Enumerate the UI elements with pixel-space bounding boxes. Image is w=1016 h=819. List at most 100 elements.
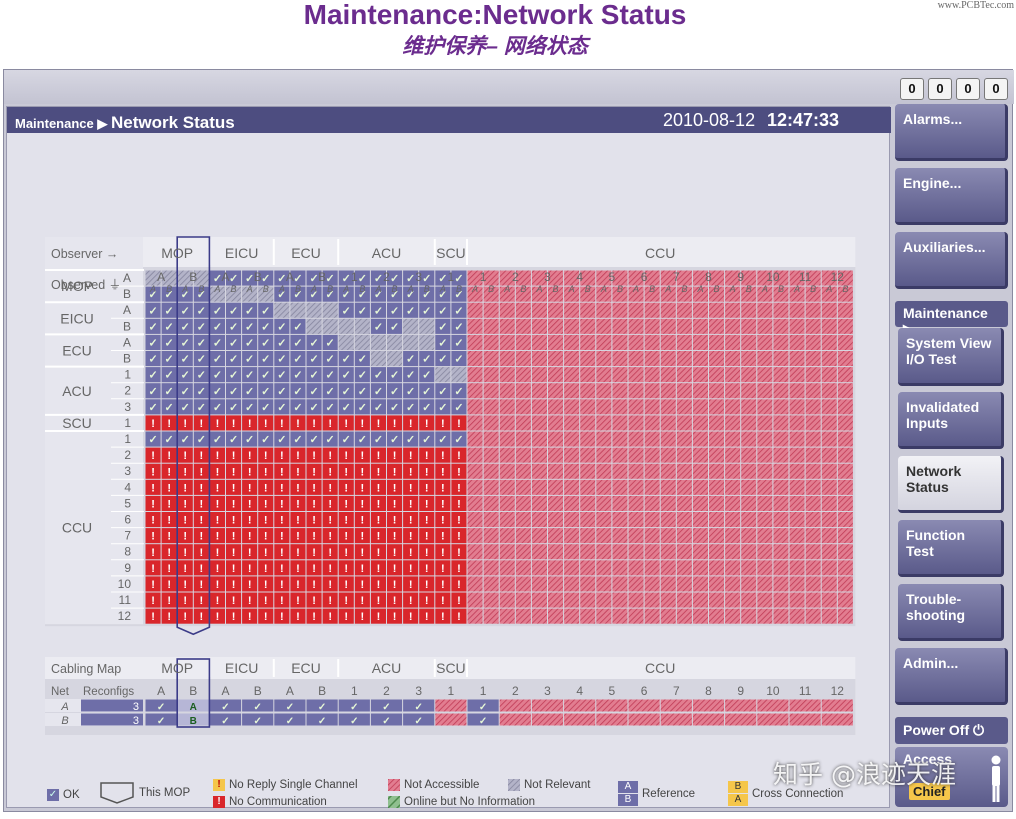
matrix-cell [226, 576, 242, 592]
matrix-cell-glyph: ! [425, 499, 429, 511]
matrix-cell [258, 479, 274, 495]
legend-not-accessible-label: Not Accessible [404, 779, 480, 791]
matrix-cell [596, 495, 612, 511]
matrix-cell [306, 608, 322, 624]
cabling-cell [789, 713, 821, 726]
matrix-cell [628, 528, 644, 544]
column-unit-label: A [157, 270, 165, 284]
matrix-cell [258, 495, 274, 511]
column-channel-label: A [342, 284, 349, 294]
system-view-io-test-button[interactable]: System View I/O Test [898, 328, 1004, 386]
cabling-cell [338, 699, 370, 712]
matrix-cell [387, 608, 403, 624]
matrix-cell [177, 512, 193, 528]
matrix-cell [789, 318, 805, 334]
matrix-cell [531, 399, 547, 415]
troubleshooting-button[interactable]: Trouble-shooting [898, 584, 1004, 641]
matrix-cell [467, 608, 483, 624]
cabling-reconfigs-label: Reconfigs [83, 686, 134, 698]
matrix-cell-glyph: ! [328, 450, 332, 462]
matrix-cell-glyph: ✓ [309, 434, 318, 446]
column-unit-label: 3 [415, 270, 422, 284]
matrix-cell [419, 399, 435, 415]
matrix-cell [193, 479, 209, 495]
matrix-cell [193, 302, 209, 318]
matrix-cell [209, 463, 225, 479]
power-off-button[interactable]: Power Off ⏻ [895, 717, 1008, 744]
matrix-cell [692, 544, 708, 560]
engine-button[interactable]: Engine... [895, 168, 1008, 225]
matrix-cell [531, 544, 547, 560]
matrix-cell [306, 302, 322, 318]
matrix-cell [483, 334, 499, 350]
matrix-cell [338, 286, 354, 302]
matrix-cell [290, 302, 306, 318]
matrix-cell [306, 560, 322, 576]
matrix-cell-glyph: ! [296, 595, 300, 607]
matrix-cell-glyph: ! [232, 563, 236, 575]
matrix-cell [515, 270, 531, 286]
matrix-cell [258, 286, 274, 302]
matrix-cell-glyph: ✓ [342, 354, 351, 366]
admin-button[interactable]: Admin... [895, 648, 1008, 705]
matrix-cell [258, 351, 274, 367]
matrix-cell [757, 286, 773, 302]
breadcrumb-parent[interactable]: Maintenance [15, 116, 94, 131]
matrix-cell [483, 318, 499, 334]
function-test-button[interactable]: Function Test [898, 520, 1004, 577]
matrix-cell [177, 495, 193, 511]
maintenance-button[interactable]: Maintenance ▶ [895, 301, 1008, 337]
matrix-cell-glyph: ! [216, 499, 220, 511]
invalidated-inputs-button[interactable]: Invalidated Inputs [898, 392, 1004, 449]
matrix-cell [354, 528, 370, 544]
matrix-cell [548, 431, 564, 447]
matrix-cell [709, 334, 725, 350]
matrix-cell-glyph: ! [457, 531, 461, 543]
row-unit-label: 1 [124, 368, 131, 382]
matrix-cell [258, 512, 274, 528]
matrix-cell-glyph: ✓ [406, 386, 415, 398]
matrix-cell [338, 544, 354, 560]
matrix-cell [821, 560, 837, 576]
matrix-cell [499, 383, 515, 399]
alarms-button[interactable]: Alarms... [895, 104, 1008, 161]
matrix-cell-glyph: ! [248, 547, 252, 559]
matrix-cell [725, 544, 741, 560]
matrix-cell [548, 270, 564, 286]
matrix-cell [789, 608, 805, 624]
matrix-cell-glyph: ✓ [309, 402, 318, 414]
row-unit-label: 11 [119, 593, 132, 607]
matrix-cell [692, 608, 708, 624]
matrix-cell [660, 447, 676, 463]
matrix-cell-glyph: ✓ [229, 402, 238, 414]
matrix-cell [805, 399, 821, 415]
matrix-cell [644, 383, 660, 399]
matrix-cell-glyph: ✓ [406, 434, 415, 446]
matrix-cell [354, 608, 370, 624]
matrix-cell [322, 479, 338, 495]
network-status-button[interactable]: Network Status [898, 456, 1004, 513]
matrix-cell [676, 463, 692, 479]
matrix-cell [660, 608, 676, 624]
access-button[interactable]: Access Chief [895, 747, 1008, 807]
matrix-cell [725, 286, 741, 302]
matrix-cell [435, 528, 451, 544]
auxiliaries-button[interactable]: Auxiliaries... [895, 232, 1008, 289]
matrix-cell-glyph: ✓ [261, 354, 270, 366]
cabling-reconfigs-value: 3 [133, 715, 139, 727]
row-unit-label: 1 [124, 432, 131, 446]
matrix-cell [193, 399, 209, 415]
matrix-cell-glyph: ✓ [148, 321, 157, 333]
matrix-cell [660, 431, 676, 447]
matrix-cell [773, 592, 789, 608]
matrix-cell [419, 383, 435, 399]
cabling-unit-label: 1 [480, 684, 487, 698]
matrix-cell [628, 334, 644, 350]
row-unit-label: 4 [124, 480, 131, 494]
column-unit-label: 1 [480, 270, 487, 284]
cabling-unit-label: 5 [609, 684, 616, 698]
matrix-cell-glyph: ! [183, 563, 187, 575]
matrix-cell-glyph: ! [296, 418, 300, 430]
matrix-cell [660, 479, 676, 495]
matrix-cell [161, 270, 177, 286]
